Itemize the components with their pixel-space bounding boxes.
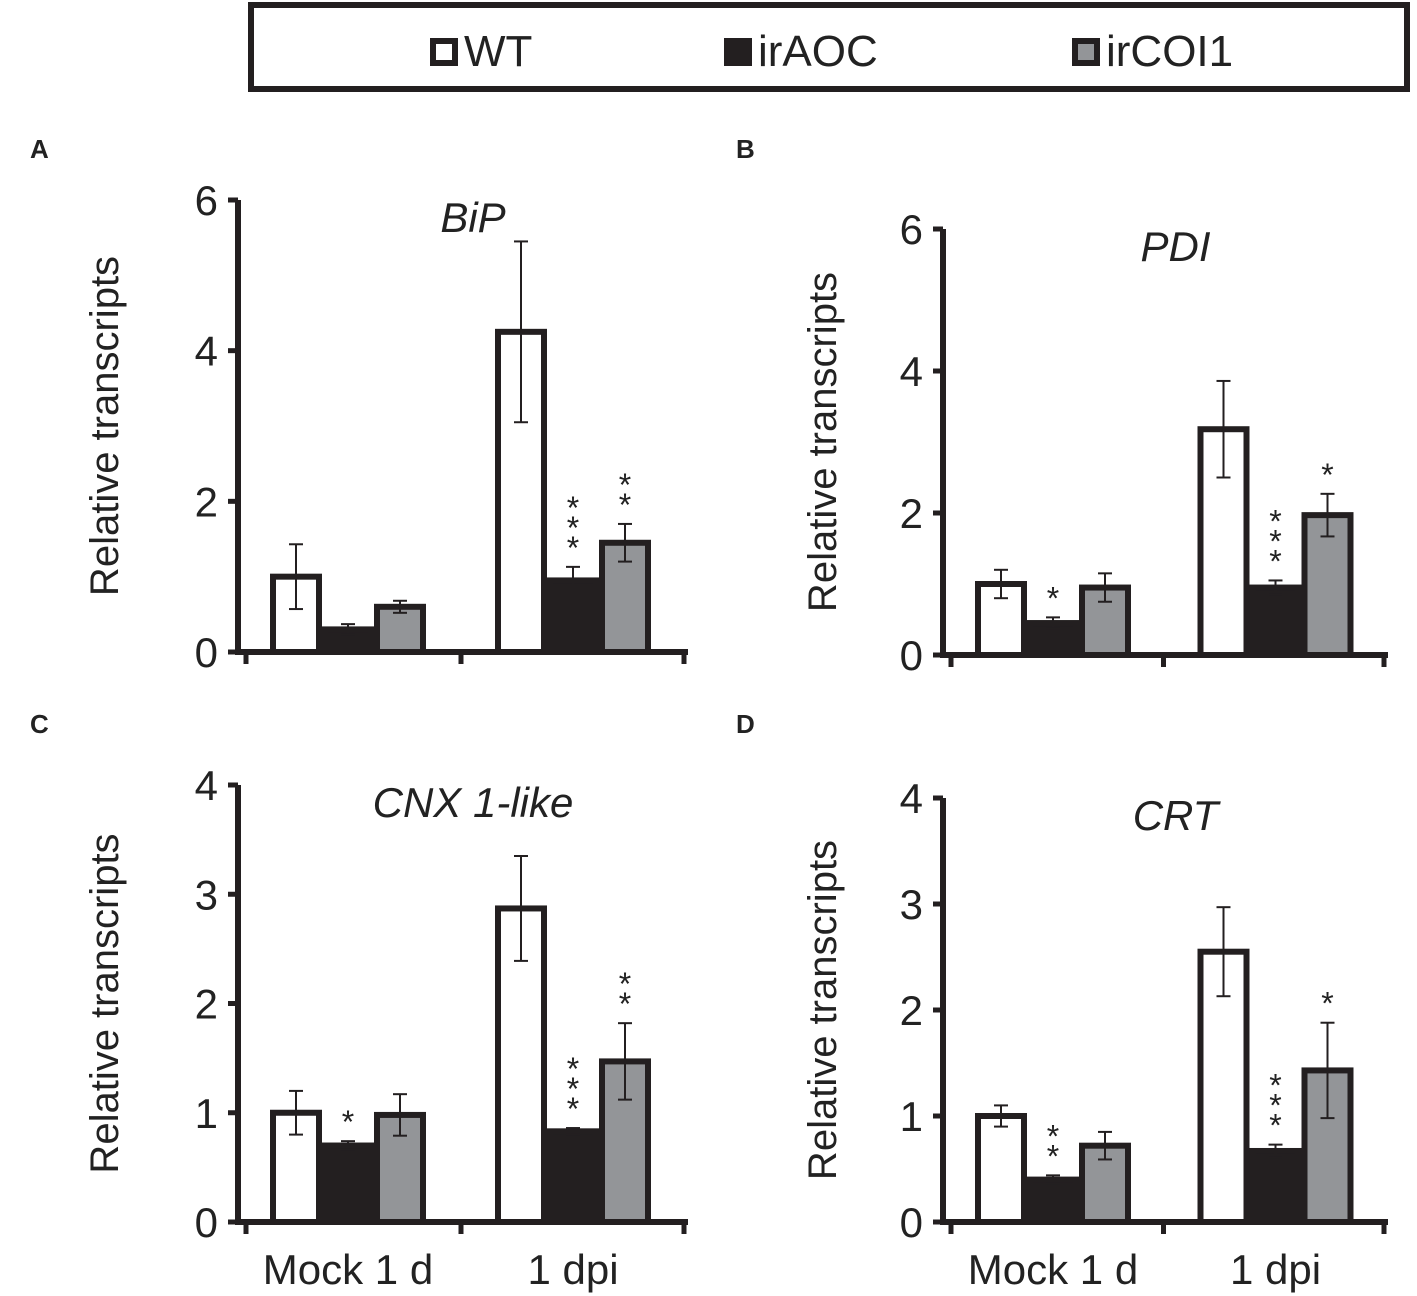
y-axis-label-b: Relative transcripts	[801, 272, 845, 612]
y-tick-label-d-0: 0	[900, 1199, 923, 1246]
bar-c-iraoc-1	[547, 1128, 599, 1226]
chart-title-c: CNX 1-like	[373, 779, 574, 826]
y-tick-label-c-2: 2	[195, 981, 218, 1028]
y-tick-label-a-2: 4	[195, 328, 218, 375]
significance-d-1-0: * *	[1047, 1118, 1059, 1174]
legend-label-iraoc: irAOC	[758, 27, 878, 76]
legend-item-wt: WT	[430, 22, 532, 82]
significance-b-1-0: *	[1047, 580, 1059, 616]
y-tick-label-d-1: 1	[900, 1093, 923, 1140]
significance-c-2-1: * *	[619, 966, 631, 1022]
chart-title-d: CRT	[1133, 792, 1222, 839]
panel-label-b: B	[736, 134, 755, 164]
y-tick-label-d-3: 3	[900, 881, 923, 928]
panel-label-c: C	[30, 709, 49, 739]
bar-d-iraoc-1	[1249, 1147, 1302, 1225]
y-tick-label-b-3: 6	[900, 206, 923, 253]
significance-d-1-1: * * *	[1269, 1068, 1281, 1144]
bar-b-ircoi1-1	[1301, 512, 1354, 658]
y-tick-label-b-2: 4	[900, 348, 923, 395]
category-label-d-0: Mock 1 d	[968, 1246, 1138, 1293]
y-tick-label-d-2: 2	[900, 987, 923, 1034]
y-axis-label-a: Relative transcripts	[83, 256, 127, 596]
bar-d-iraoc-0	[1027, 1176, 1079, 1225]
chart-title-a: BiP	[440, 194, 505, 241]
bar-d-wt-0	[975, 1113, 1027, 1225]
y-tick-label-c-3: 3	[195, 871, 218, 918]
category-label-c-0: Mock 1 d	[263, 1246, 433, 1293]
legend-item-ircoi1: irCOI1	[1072, 22, 1233, 82]
significance-b-1-1: * * *	[1269, 503, 1281, 579]
significance-a-2-1: * *	[619, 467, 631, 523]
y-tick-label-b-0: 0	[900, 632, 923, 679]
panel-label-d: D	[736, 709, 755, 739]
y-axis-label-c: Relative transcripts	[83, 833, 127, 1173]
y-tick-label-c-0: 0	[195, 1199, 218, 1246]
legend-box: WT irAOC irCOI1	[248, 2, 1410, 92]
significance-b-2-1: *	[1321, 457, 1333, 493]
y-axis-label-d: Relative transcripts	[801, 840, 845, 1180]
y-tick-label-a-0: 0	[195, 629, 218, 676]
y-tick-label-a-3: 6	[195, 177, 218, 224]
legend-item-iraoc: irAOC	[724, 22, 878, 82]
significance-c-1-1: * * *	[567, 1051, 579, 1127]
legend-swatch-ircoi1	[1072, 38, 1100, 66]
significance-a-1-1: * * *	[567, 490, 579, 566]
y-tick-label-b-1: 2	[900, 490, 923, 537]
bar-b-iraoc-1	[1249, 584, 1302, 658]
panel-c: C CNX 1-like Relative transcripts * Mock 1 d…	[30, 709, 688, 1293]
y-tick-label-c-1: 1	[195, 1090, 218, 1137]
category-label-c-1: 1 dpi	[527, 1246, 618, 1293]
bar-c-iraoc-0	[322, 1142, 374, 1226]
chart-title-b: PDI	[1140, 223, 1210, 270]
y-tick-label-d-4: 4	[900, 775, 923, 822]
significance-d-2-1: *	[1321, 986, 1333, 1022]
category-label-d-1: 1 dpi	[1230, 1246, 1321, 1293]
y-tick-label-c-4: 4	[195, 762, 218, 809]
legend-swatch-wt	[430, 38, 458, 66]
legend-label-wt: WT	[464, 27, 533, 76]
significance-c-1-0: *	[342, 1104, 354, 1140]
y-tick-label-a-1: 2	[195, 478, 218, 525]
legend-swatch-iraoc	[724, 38, 752, 66]
legend-label-ircoi1: irCOI1	[1106, 27, 1234, 76]
panel-label-a: A	[30, 134, 49, 164]
